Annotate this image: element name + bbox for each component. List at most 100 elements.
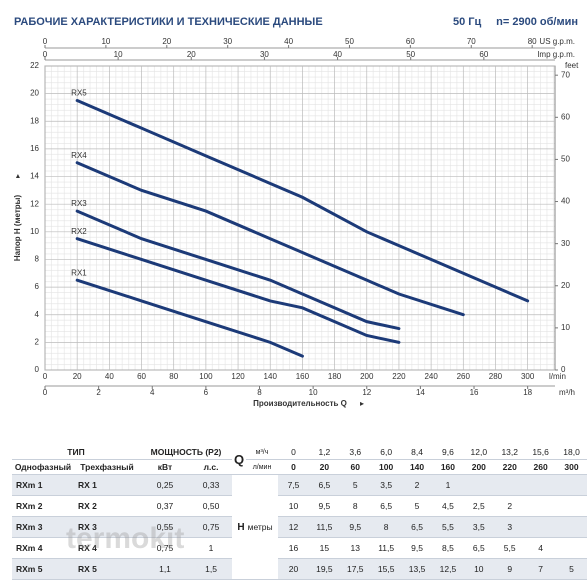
table-cell: RXm 3: [12, 516, 74, 538]
y-tick-label: 0: [35, 365, 40, 374]
tick-label: 2: [96, 388, 101, 397]
table-cell: 6,5: [463, 537, 495, 559]
axis-unit: Imp g.p.m.: [537, 50, 575, 59]
tick-label: 30: [260, 50, 269, 59]
tick-label: 60: [479, 50, 488, 59]
tick-label: 8: [257, 388, 262, 397]
header-cell: Трехфазный: [74, 459, 141, 475]
table-cell: RXm 2: [12, 495, 74, 517]
header-cell: 13,2: [494, 445, 526, 460]
table-cell: [494, 474, 526, 496]
table-cell: RX 2: [74, 495, 141, 517]
table-cell: 20: [278, 558, 309, 580]
tick-label: 10: [309, 388, 318, 397]
y2-tick-label: 0: [561, 365, 566, 374]
header-cell: ТИП: [12, 445, 141, 460]
y-tick-label: 16: [30, 144, 39, 153]
table-cell: 8: [339, 495, 371, 517]
h-unit: метры: [247, 521, 273, 532]
table-cell: 9: [494, 558, 526, 580]
series-label: RX1: [71, 268, 87, 277]
table-cell: 6,5: [401, 516, 433, 538]
tick-label: 80: [528, 37, 537, 46]
tick-label: 0: [43, 37, 48, 46]
y2-tick-label: 10: [561, 323, 570, 332]
table-cell: [525, 474, 557, 496]
series-label: RX5: [71, 89, 87, 98]
arrow: ▸: [13, 174, 22, 178]
curve: [75, 99, 530, 303]
table-cell: 4: [525, 537, 557, 559]
tick-label: 4: [150, 388, 155, 397]
y-tick-label: 12: [30, 199, 39, 208]
watermark: termokit: [66, 522, 185, 555]
curve: [75, 209, 401, 331]
x-tick-label: 180: [328, 372, 342, 381]
tick-label: 10: [101, 37, 110, 46]
header-cell: л.с.: [190, 459, 233, 475]
x-tick-label: 140: [264, 372, 278, 381]
table-cell: 1,5: [190, 558, 233, 580]
tick-label: 70: [467, 37, 476, 46]
table-cell: 5,5: [432, 516, 464, 538]
y-tick-label: 2: [35, 337, 40, 346]
table-cell: 6,5: [370, 495, 402, 517]
table-cell: [556, 495, 587, 517]
x-tick-label: 200: [360, 372, 374, 381]
table-cell: [463, 474, 495, 496]
table-cell: 1: [432, 474, 464, 496]
x-tick-label: 60: [137, 372, 146, 381]
tick-label: 12: [362, 388, 371, 397]
table-cell: 6,5: [308, 474, 340, 496]
tick-label: 40: [333, 50, 342, 59]
table-cell: 0,75: [190, 516, 233, 538]
header-cell: 3,6: [339, 445, 371, 460]
table-cell: 8: [370, 516, 402, 538]
y-axis-title: Напор H (метры): [13, 195, 22, 262]
x-tick-label: 0: [43, 372, 48, 381]
tick-label: 60: [406, 37, 415, 46]
header-cell: 8,4: [401, 445, 433, 460]
header-cell: л/мин: [246, 459, 279, 475]
table-cell: [525, 516, 557, 538]
series-label: RX4: [71, 151, 87, 160]
table-cell: 1: [190, 537, 233, 559]
header-cell: 6,0: [370, 445, 402, 460]
table-cell: 4,5: [432, 495, 464, 517]
table-row: RXm 5 RX 5 1,1 1,5 20 19,5 17,5 15,5 13,5 12,5 10 9…: [12, 558, 587, 580]
header-cell: 12,0: [463, 445, 495, 460]
table-cell: 5: [401, 495, 433, 517]
table-cell: 3,5: [463, 516, 495, 538]
x-unit: l/min: [549, 372, 566, 381]
table-cell: 9,5: [339, 516, 371, 538]
y2-unit: feet: [565, 61, 579, 70]
table-cell: 0,33: [190, 474, 233, 496]
table-cell: 1,1: [140, 558, 191, 580]
y2-tick-label: 50: [561, 155, 570, 164]
header-cell: 15,6: [525, 445, 557, 460]
plot-area: [44, 65, 556, 371]
tick-label: 30: [223, 37, 232, 46]
table-cell: RX 1: [74, 474, 141, 496]
curve: [75, 161, 465, 317]
x-tick-label: 80: [169, 372, 178, 381]
tick-label: 16: [470, 388, 479, 397]
header-cell: 160: [432, 459, 464, 475]
table-cell: 0,50: [190, 495, 233, 517]
header-cell: 200: [463, 459, 495, 475]
table-cell: 9,5: [401, 537, 433, 559]
table-cell: 2: [494, 495, 526, 517]
x-axis-title: Производительность Q: [253, 399, 347, 408]
axis-unit: US g.p.m.: [539, 37, 575, 46]
y2-tick-label: 30: [561, 239, 570, 248]
tick-label: 14: [416, 388, 425, 397]
table-cell: 12: [278, 516, 309, 538]
y-tick-label: 22: [30, 61, 39, 70]
header-cell: 18,0: [556, 445, 587, 460]
header-cell: 20: [308, 459, 340, 475]
table-cell: 7: [525, 558, 557, 580]
